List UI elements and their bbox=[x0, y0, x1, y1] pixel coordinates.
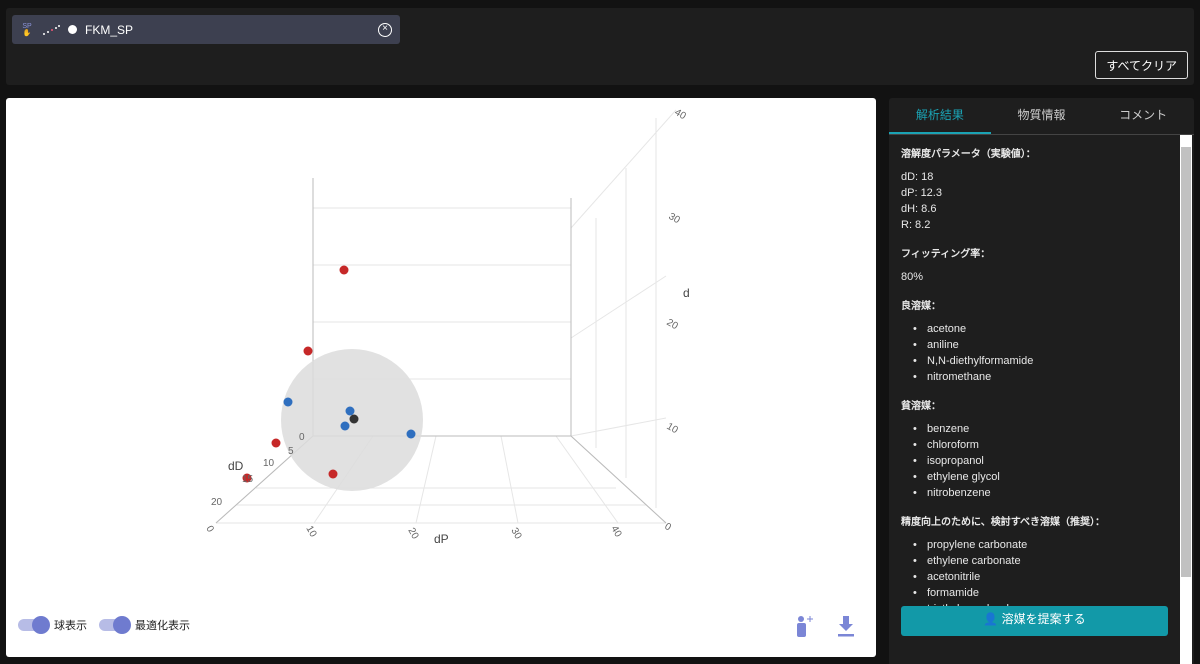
recommended-solvent-item: propylene carbonate bbox=[913, 537, 1167, 553]
tick-label-x: 10 bbox=[263, 458, 275, 469]
point-bad[interactable] bbox=[303, 346, 313, 356]
plot-3d[interactable]: 0 5 10 15 20 0 10 20 30 40 0 10 20 30 40 dD dP d 球表示 最… bbox=[6, 98, 876, 657]
point-bad[interactable] bbox=[242, 473, 252, 483]
recommended-solvent-item: formamide bbox=[913, 585, 1167, 601]
side-panel: 解析結果 物質情報 コメント 溶解度パラメータ（実験値）： dD: 18 dP: 1… bbox=[889, 98, 1194, 664]
good-solvent-item: aniline bbox=[913, 337, 1167, 353]
param-value: dP: 12.3 bbox=[901, 187, 942, 199]
color-dot bbox=[68, 25, 77, 34]
tick-label-x: 5 bbox=[288, 446, 294, 457]
point-bad[interactable] bbox=[271, 438, 281, 448]
point-bad[interactable] bbox=[328, 469, 338, 479]
tick-label-y: 0 bbox=[203, 524, 216, 535]
tick-label-x: 15 bbox=[242, 474, 254, 485]
axis-title-dP: dP bbox=[434, 532, 449, 546]
tick-label-x: 0 bbox=[299, 432, 305, 443]
toggle-switch[interactable] bbox=[18, 616, 50, 634]
tick-label-z: 0 bbox=[663, 521, 674, 534]
point-bad[interactable] bbox=[339, 265, 349, 275]
close-circle-icon[interactable]: × bbox=[378, 22, 392, 37]
rec-title: 精度向上のために、検討すべき溶媒（推奨）： bbox=[901, 517, 1105, 528]
tick-label-y: 30 bbox=[508, 526, 523, 542]
tick-label-z: 30 bbox=[667, 211, 683, 226]
download-icon[interactable] bbox=[836, 615, 856, 637]
bad-solvent-item: benzene bbox=[913, 421, 1167, 437]
tab-material-info[interactable]: 物質情報 bbox=[1017, 108, 1066, 122]
tick-label-x: 20 bbox=[211, 497, 223, 508]
sp-badge-icon: SP ✋ bbox=[22, 22, 32, 37]
axis-title-d: d bbox=[683, 286, 690, 300]
good-title: 良溶媒： bbox=[901, 301, 941, 312]
axis-lines bbox=[215, 178, 667, 524]
fit-title: フィッティング率： bbox=[901, 249, 991, 260]
sphere-toggle[interactable]: 球表示 bbox=[18, 616, 87, 634]
tick-label-y: 10 bbox=[303, 524, 318, 540]
scatter-trend-icon bbox=[43, 24, 60, 35]
scrollbar-thumb[interactable] bbox=[1181, 147, 1191, 577]
toggle-label: 球表示 bbox=[54, 620, 87, 632]
tab-comment[interactable]: コメント bbox=[1119, 108, 1168, 122]
bad-solvent-item: nitrobenzene bbox=[913, 485, 1167, 501]
params-title: 溶解度パラメータ（実験値）： bbox=[901, 149, 1036, 160]
cta-label: 溶媒を提案する bbox=[1001, 612, 1086, 626]
bad-solvent-item: ethylene glycol bbox=[913, 469, 1167, 485]
tick-label-z: 20 bbox=[665, 317, 681, 332]
sample-chip[interactable]: SP ✋ FKM_SP × bbox=[12, 15, 400, 44]
point-good[interactable] bbox=[340, 421, 350, 431]
point-good[interactable] bbox=[283, 397, 293, 407]
scrollbar[interactable] bbox=[1180, 135, 1192, 664]
axis-title-dD: dD bbox=[228, 459, 244, 473]
point-good[interactable] bbox=[406, 429, 416, 439]
good-solvent-item: N,N-diethylformamide bbox=[913, 353, 1167, 369]
point-good[interactable] bbox=[345, 406, 355, 416]
fit-value: 80% bbox=[901, 271, 924, 283]
bad-solvent-item: isopropanol bbox=[913, 453, 1167, 469]
param-value: R: 8.2 bbox=[901, 219, 931, 231]
tick-label-z: 40 bbox=[673, 107, 689, 122]
recommended-solvent-item: ethylene carbonate bbox=[913, 553, 1167, 569]
param-value: dD: 18 bbox=[901, 171, 934, 183]
optimize-toggle[interactable]: 最適化表示 bbox=[99, 616, 190, 634]
suggest-solvent-button[interactable]: 👤 溶媒を提案する bbox=[901, 606, 1168, 636]
add-solvent-icon[interactable] bbox=[794, 615, 814, 637]
toggle-label: 最適化表示 bbox=[135, 620, 190, 632]
good-solvent-item: nitromethane bbox=[913, 369, 1167, 385]
recommended-solvent-item: acetonitrile bbox=[913, 569, 1167, 585]
good-solvent-item: acetone bbox=[913, 321, 1167, 337]
toggle-switch[interactable] bbox=[99, 616, 131, 634]
tick-label-y: 40 bbox=[608, 524, 623, 540]
point-center[interactable] bbox=[349, 414, 359, 424]
tick-label-y: 20 bbox=[405, 526, 420, 542]
param-value: dH: 8.6 bbox=[901, 203, 937, 215]
sample-name: FKM_SP bbox=[85, 22, 134, 37]
top-bar: SP ✋ FKM_SP × すべてクリア bbox=[6, 8, 1194, 85]
analysis-content: 溶解度パラメータ（実験値）： dD: 18 dP: 12.3 dH: 8.6 R: 8.… bbox=[889, 135, 1179, 664]
tab-analysis[interactable]: 解析結果 bbox=[889, 98, 991, 134]
clear-all-button[interactable]: すべてクリア bbox=[1095, 51, 1188, 79]
bad-solvent-item: chloroform bbox=[913, 437, 1167, 453]
tick-label-z: 10 bbox=[665, 421, 681, 436]
bad-title: 貧溶媒： bbox=[901, 401, 941, 412]
